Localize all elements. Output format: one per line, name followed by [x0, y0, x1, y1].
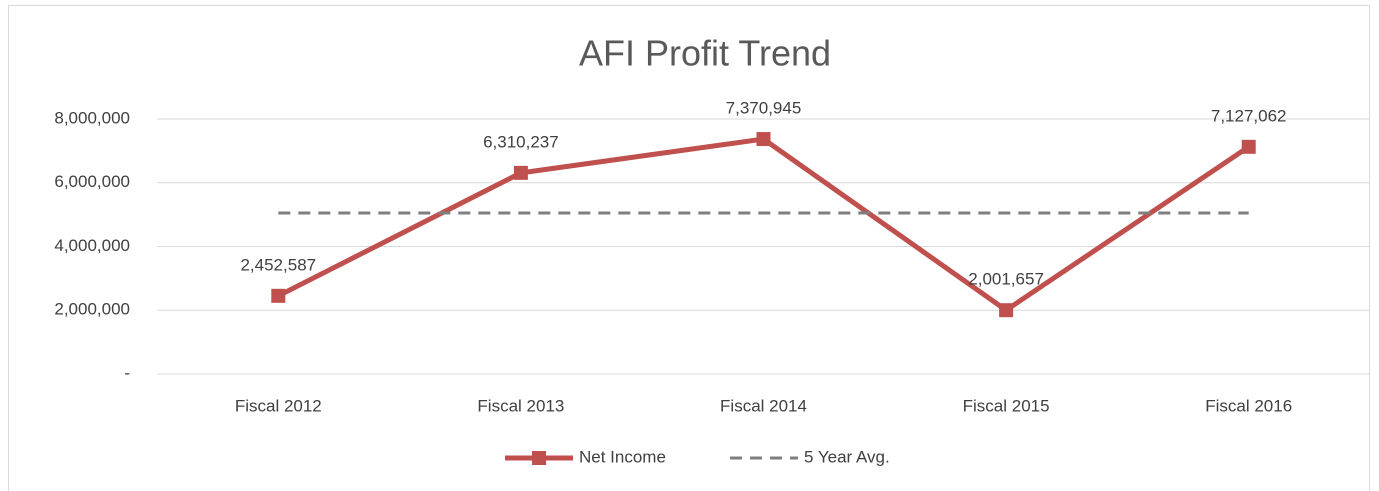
point-marker: [271, 288, 286, 303]
y-tick-label: -: [124, 363, 130, 382]
point-marker: [999, 303, 1014, 318]
legend-marker: [532, 451, 546, 465]
legend-label: 5 Year Avg.: [804, 447, 890, 466]
chart-border: [8, 5, 1370, 491]
chart-title: AFI Profit Trend: [579, 33, 831, 74]
x-tick-label: Fiscal 2012: [235, 396, 322, 415]
y-tick-label: 2,000,000: [54, 300, 130, 319]
x-tick-label: Fiscal 2014: [720, 396, 807, 415]
x-tick-label: Fiscal 2016: [1205, 396, 1292, 415]
x-tick-label: Fiscal 2013: [477, 396, 564, 415]
point-marker: [756, 132, 771, 147]
data-label: 7,370,945: [726, 99, 802, 118]
y-tick-label: 8,000,000: [54, 108, 130, 127]
legend-label: Net Income: [579, 447, 666, 466]
y-tick-label: 6,000,000: [54, 172, 130, 191]
data-label: 7,127,062: [1211, 106, 1287, 125]
point-marker: [513, 165, 528, 180]
point-marker: [1241, 139, 1256, 154]
data-label: 2,001,657: [968, 270, 1044, 289]
data-label: 6,310,237: [483, 132, 559, 151]
x-tick-label: Fiscal 2015: [963, 396, 1050, 415]
data-label: 2,452,587: [240, 255, 316, 274]
y-tick-label: 4,000,000: [54, 236, 130, 255]
